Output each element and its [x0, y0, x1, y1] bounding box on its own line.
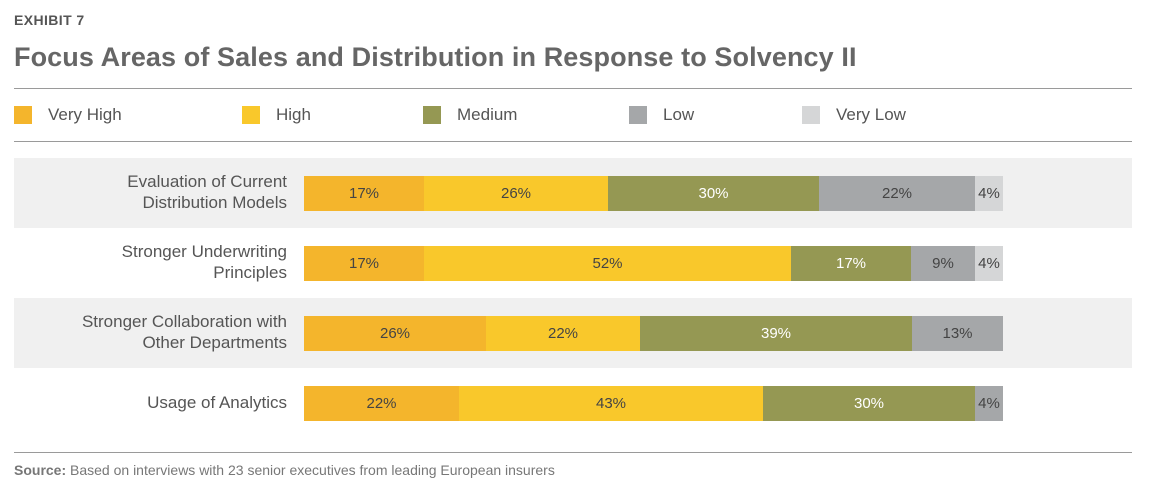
data-label: 17% — [835, 255, 867, 272]
legend-swatch — [14, 106, 32, 124]
legend-swatch — [242, 106, 260, 124]
category-label: Stronger Collaboration with Other Departm… — [0, 311, 287, 353]
legend-label: High — [276, 105, 311, 124]
exhibit-label: EXHIBIT 7 — [14, 12, 85, 28]
legend: Very High High Medium Low Very Low — [0, 100, 1150, 130]
bar-segment-medium: 17% — [791, 246, 911, 281]
data-label: 22% — [366, 395, 397, 412]
legend-label: Medium — [457, 105, 518, 124]
bar-segment-high: 22% — [486, 316, 640, 351]
bar-segment-low: 22% — [819, 176, 975, 211]
bar-row: 26% 22% 39% 13% — [304, 316, 1003, 351]
bottom-divider — [14, 452, 1132, 453]
top-divider — [14, 88, 1132, 89]
data-label: 4% — [978, 395, 1000, 412]
data-label: 4% — [978, 255, 1000, 272]
category-label-line: Stronger Collaboration with — [81, 312, 287, 331]
data-label: 52% — [592, 255, 623, 272]
bar-segment-medium: 39% — [640, 316, 912, 351]
chart-title: Focus Areas of Sales and Distribution in… — [14, 42, 857, 72]
source-note: Source: Based on interviews with 23 seni… — [14, 462, 555, 478]
category-label-line: Distribution Models — [142, 193, 287, 212]
bar-segment-low: 4% — [975, 386, 1003, 421]
bar-segment-very-high: 26% — [304, 316, 486, 351]
legend-label: Very High — [48, 105, 122, 124]
bar-row: 22% 43% 30% 4% — [304, 386, 1003, 421]
category-label-line: Other Departments — [142, 333, 287, 352]
bar-segment-very-high: 22% — [304, 386, 459, 421]
bar-segment-very-low: 4% — [975, 246, 1003, 281]
data-label: 22% — [547, 325, 579, 342]
bar-segment-very-high: 17% — [304, 176, 424, 211]
bar-segment-medium: 30% — [608, 176, 819, 211]
bar-segment-high: 26% — [424, 176, 608, 211]
legend-divider — [14, 141, 1132, 142]
data-label: 39% — [760, 325, 792, 342]
bar-segment-very-high: 17% — [304, 246, 424, 281]
source-label: Source: — [14, 462, 67, 478]
data-label: 26% — [379, 325, 411, 342]
data-label: 26% — [500, 185, 532, 202]
data-label: 4% — [978, 185, 1000, 202]
data-label: 13% — [942, 325, 973, 342]
category-label: Usage of Analytics — [0, 392, 287, 413]
source-text: Based on interviews with 23 senior execu… — [66, 462, 555, 478]
data-label: 43% — [595, 395, 627, 412]
data-label: 17% — [348, 255, 380, 272]
bar-row: 17% 52% 17% 9% 4% — [304, 246, 1003, 281]
bar-segment-medium: 30% — [763, 386, 975, 421]
legend-label: Very Low — [836, 105, 906, 124]
data-label: 30% — [698, 185, 729, 202]
category-label: Stronger Underwriting Principles — [0, 241, 287, 283]
data-label: 22% — [881, 185, 913, 202]
category-label-line: Stronger Underwriting — [121, 242, 287, 261]
data-label: 30% — [853, 395, 885, 412]
legend-swatch — [423, 106, 441, 124]
data-label: 17% — [348, 185, 380, 202]
category-label: Evaluation of Current Distribution Models — [0, 171, 287, 213]
category-label-line: Principles — [213, 263, 287, 282]
bar-segment-low: 9% — [911, 246, 975, 281]
bar-segment-high: 52% — [424, 246, 791, 281]
bar-row: 17% 26% 30% 22% 4% — [304, 176, 1003, 211]
bar-segment-low: 13% — [912, 316, 1003, 351]
data-label: 9% — [932, 255, 954, 272]
category-label-line: Usage of Analytics — [147, 392, 287, 412]
legend-swatch — [629, 106, 647, 124]
legend-swatch — [802, 106, 820, 124]
legend-label: Low — [663, 105, 695, 124]
bar-segment-very-low: 4% — [975, 176, 1003, 211]
bar-segment-high: 43% — [459, 386, 763, 421]
category-label-line: Evaluation of Current — [127, 172, 287, 191]
